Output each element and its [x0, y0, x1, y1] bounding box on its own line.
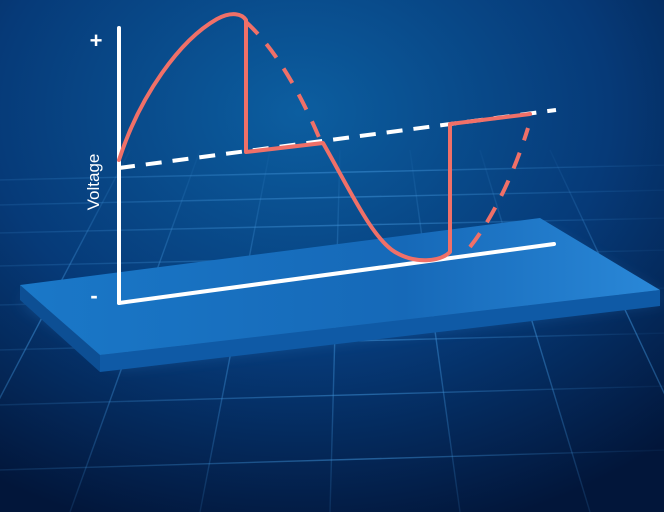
- platform-edge: [20, 285, 100, 372]
- sine-continuation-dashed-lower: [468, 127, 530, 249]
- y-axis-label: Voltage: [84, 154, 103, 211]
- sine-continuation-dashed-upper: [244, 20, 325, 148]
- platform-front: [100, 290, 660, 372]
- clipped-sine-wave: [117, 12, 532, 263]
- zero-voltage-dashed-line: [118, 108, 557, 170]
- axes: [117, 26, 556, 305]
- grid-floor: [0, 149, 664, 512]
- x-axis: [117, 242, 556, 305]
- negative-sign: -: [90, 283, 97, 308]
- positive-sign: +: [90, 28, 103, 53]
